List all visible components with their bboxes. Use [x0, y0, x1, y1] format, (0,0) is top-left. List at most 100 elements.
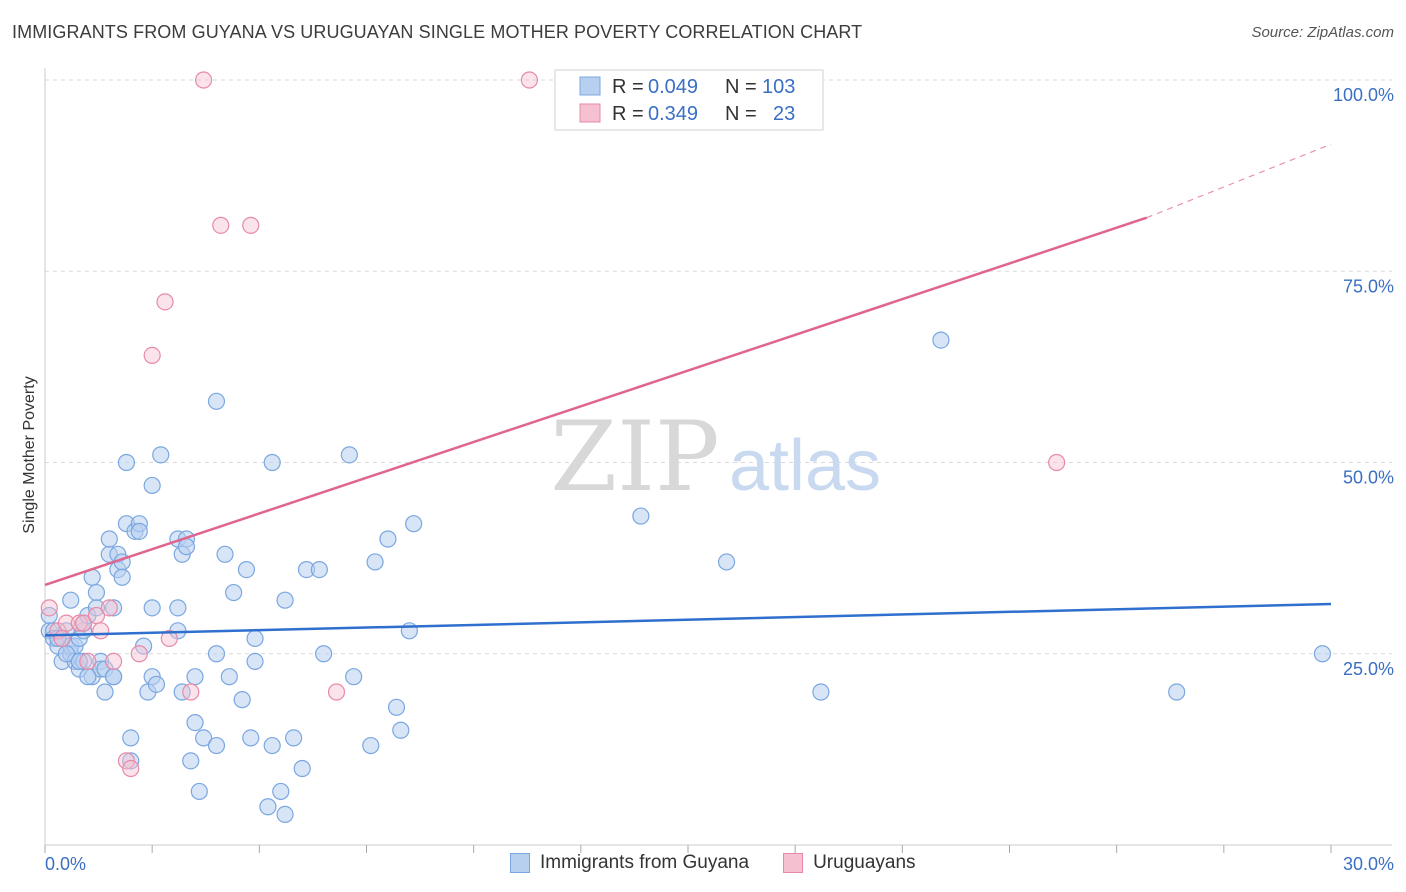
point-guyana-64 [233, 691, 251, 709]
x-tick-label-0: 0.0% [45, 854, 86, 874]
point-guyana-79 [315, 645, 333, 663]
point-guyana-10 [62, 591, 80, 609]
point-guyana-92 [932, 331, 950, 349]
point-uruguayans-13 [130, 645, 148, 663]
point-guyana-73 [276, 805, 294, 824]
point-uruguayans-21 [327, 683, 346, 701]
point-uruguayans-8 [92, 622, 110, 640]
point-guyana-55 [186, 668, 204, 686]
point-guyana-53 [182, 752, 200, 770]
legend-n-label-1: N = [725, 76, 757, 98]
point-guyana-99 [130, 522, 148, 540]
point-uruguayans-2 [53, 629, 71, 648]
point-guyana-101 [104, 668, 123, 686]
point-guyana-85 [387, 698, 406, 716]
point-guyana-35 [117, 453, 136, 472]
point-guyana-83 [366, 553, 384, 571]
point-guyana-98 [79, 668, 97, 686]
watermark-zip: ZIP [550, 401, 719, 513]
point-guyana-61 [216, 545, 234, 563]
point-guyana-69 [259, 798, 277, 816]
point-guyana-58 [207, 736, 226, 755]
point-uruguayans-20 [242, 216, 260, 234]
point-guyana-20 [87, 583, 106, 602]
point-guyana-75 [285, 729, 303, 747]
point-uruguayans-23 [1048, 453, 1066, 472]
point-uruguayans-3 [57, 614, 76, 632]
point-uruguayans-12 [122, 759, 140, 778]
legend-swatch-blue [579, 76, 601, 96]
legend-n-value-2: 23 [773, 103, 795, 125]
point-guyana-86 [392, 721, 410, 739]
point-guyana-74 [276, 591, 294, 609]
x-tick-label-1: 30.0% [1343, 854, 1394, 874]
point-guyana-84 [379, 530, 397, 548]
bottom-legend: Immigrants from Guyana Uruguayans [510, 852, 940, 874]
point-guyana-62 [220, 668, 238, 686]
bottom-legend-swatch-pink [783, 853, 804, 873]
point-guyana-54 [186, 713, 204, 732]
point-guyana-89 [632, 507, 650, 525]
point-guyana-42 [143, 476, 161, 495]
trend-lines [44, 143, 1332, 637]
point-guyana-76 [293, 759, 311, 778]
point-guyana-46 [152, 446, 170, 464]
point-guyana-57 [195, 729, 213, 747]
y-axis-title: Single Mother Poverty [21, 376, 38, 533]
point-uruguayans-4 [70, 614, 88, 632]
y-tick-label-2: 75.0% [1343, 276, 1394, 296]
point-guyana-65 [237, 560, 256, 579]
bottom-legend-label-guyana: Immigrants from Guyana [540, 852, 750, 873]
point-guyana-56 [190, 782, 208, 801]
point-guyana-66 [242, 729, 260, 747]
point-guyana-24 [96, 683, 114, 701]
point-uruguayans-5 [74, 614, 93, 632]
point-guyana-80 [340, 446, 358, 464]
point-uruguayans-14 [143, 346, 161, 364]
chart-title: IMMIGRANTS FROM GUYANA VS URUGUAYAN SING… [12, 22, 863, 42]
point-guyana-91 [812, 683, 830, 701]
point-guyana-72 [272, 782, 290, 801]
point-guyana-94 [1313, 645, 1332, 663]
bottom-legend-swatch-blue [510, 853, 530, 873]
point-uruguayans-16 [160, 629, 178, 648]
watermark-atlas: atlas [729, 426, 881, 506]
y-tick-label-0: 25.0% [1343, 659, 1394, 679]
point-guyana-59 [207, 645, 226, 663]
point-guyana-36 [122, 729, 140, 747]
trend-line-uruguayans-extension [1146, 143, 1332, 219]
trend-line-uruguayans [44, 216, 1148, 587]
bottom-legend-item-guyana: Immigrants from Guyana [510, 852, 749, 874]
point-guyana-43 [143, 599, 161, 617]
y-tick-label-1: 50.0% [1343, 468, 1394, 488]
point-guyana-90 [717, 553, 736, 571]
bottom-legend-label-uruguayans: Uruguayans [813, 852, 916, 873]
point-guyana-63 [225, 583, 243, 602]
legend-r-value-1: 0.049 [648, 76, 698, 98]
y-tick-label-3: 100.0% [1333, 85, 1394, 105]
legend-r-label-1: R = [612, 76, 644, 98]
source-label: Source: ZipAtlas.com [1251, 24, 1394, 41]
point-guyana-67 [246, 652, 264, 671]
point-uruguayans-22 [520, 71, 538, 89]
point-uruguayans-9 [100, 599, 118, 617]
trend-line-guyana [44, 602, 1332, 637]
point-guyana-45 [147, 675, 166, 693]
legend-r-label-2: R = [612, 103, 644, 125]
axes [44, 68, 1392, 853]
point-guyana-70 [263, 736, 281, 755]
point-guyana-27 [100, 530, 118, 548]
bottom-legend-item-uruguayans: Uruguayans [783, 852, 916, 874]
stats-legend: R = 0.049 N = 103 R = 0.349 N = 23 [554, 69, 824, 131]
point-guyana-82 [362, 736, 380, 755]
point-guyana-28 [104, 599, 123, 617]
watermark: ZIP atlas [550, 401, 881, 513]
point-uruguayans-0 [40, 599, 58, 617]
point-guyana-33 [113, 568, 131, 586]
point-guyana-71 [263, 453, 281, 472]
point-guyana-60 [207, 392, 226, 410]
point-uruguayans-18 [195, 71, 213, 89]
point-guyana-81 [345, 668, 363, 686]
legend-swatch-pink [579, 103, 601, 123]
